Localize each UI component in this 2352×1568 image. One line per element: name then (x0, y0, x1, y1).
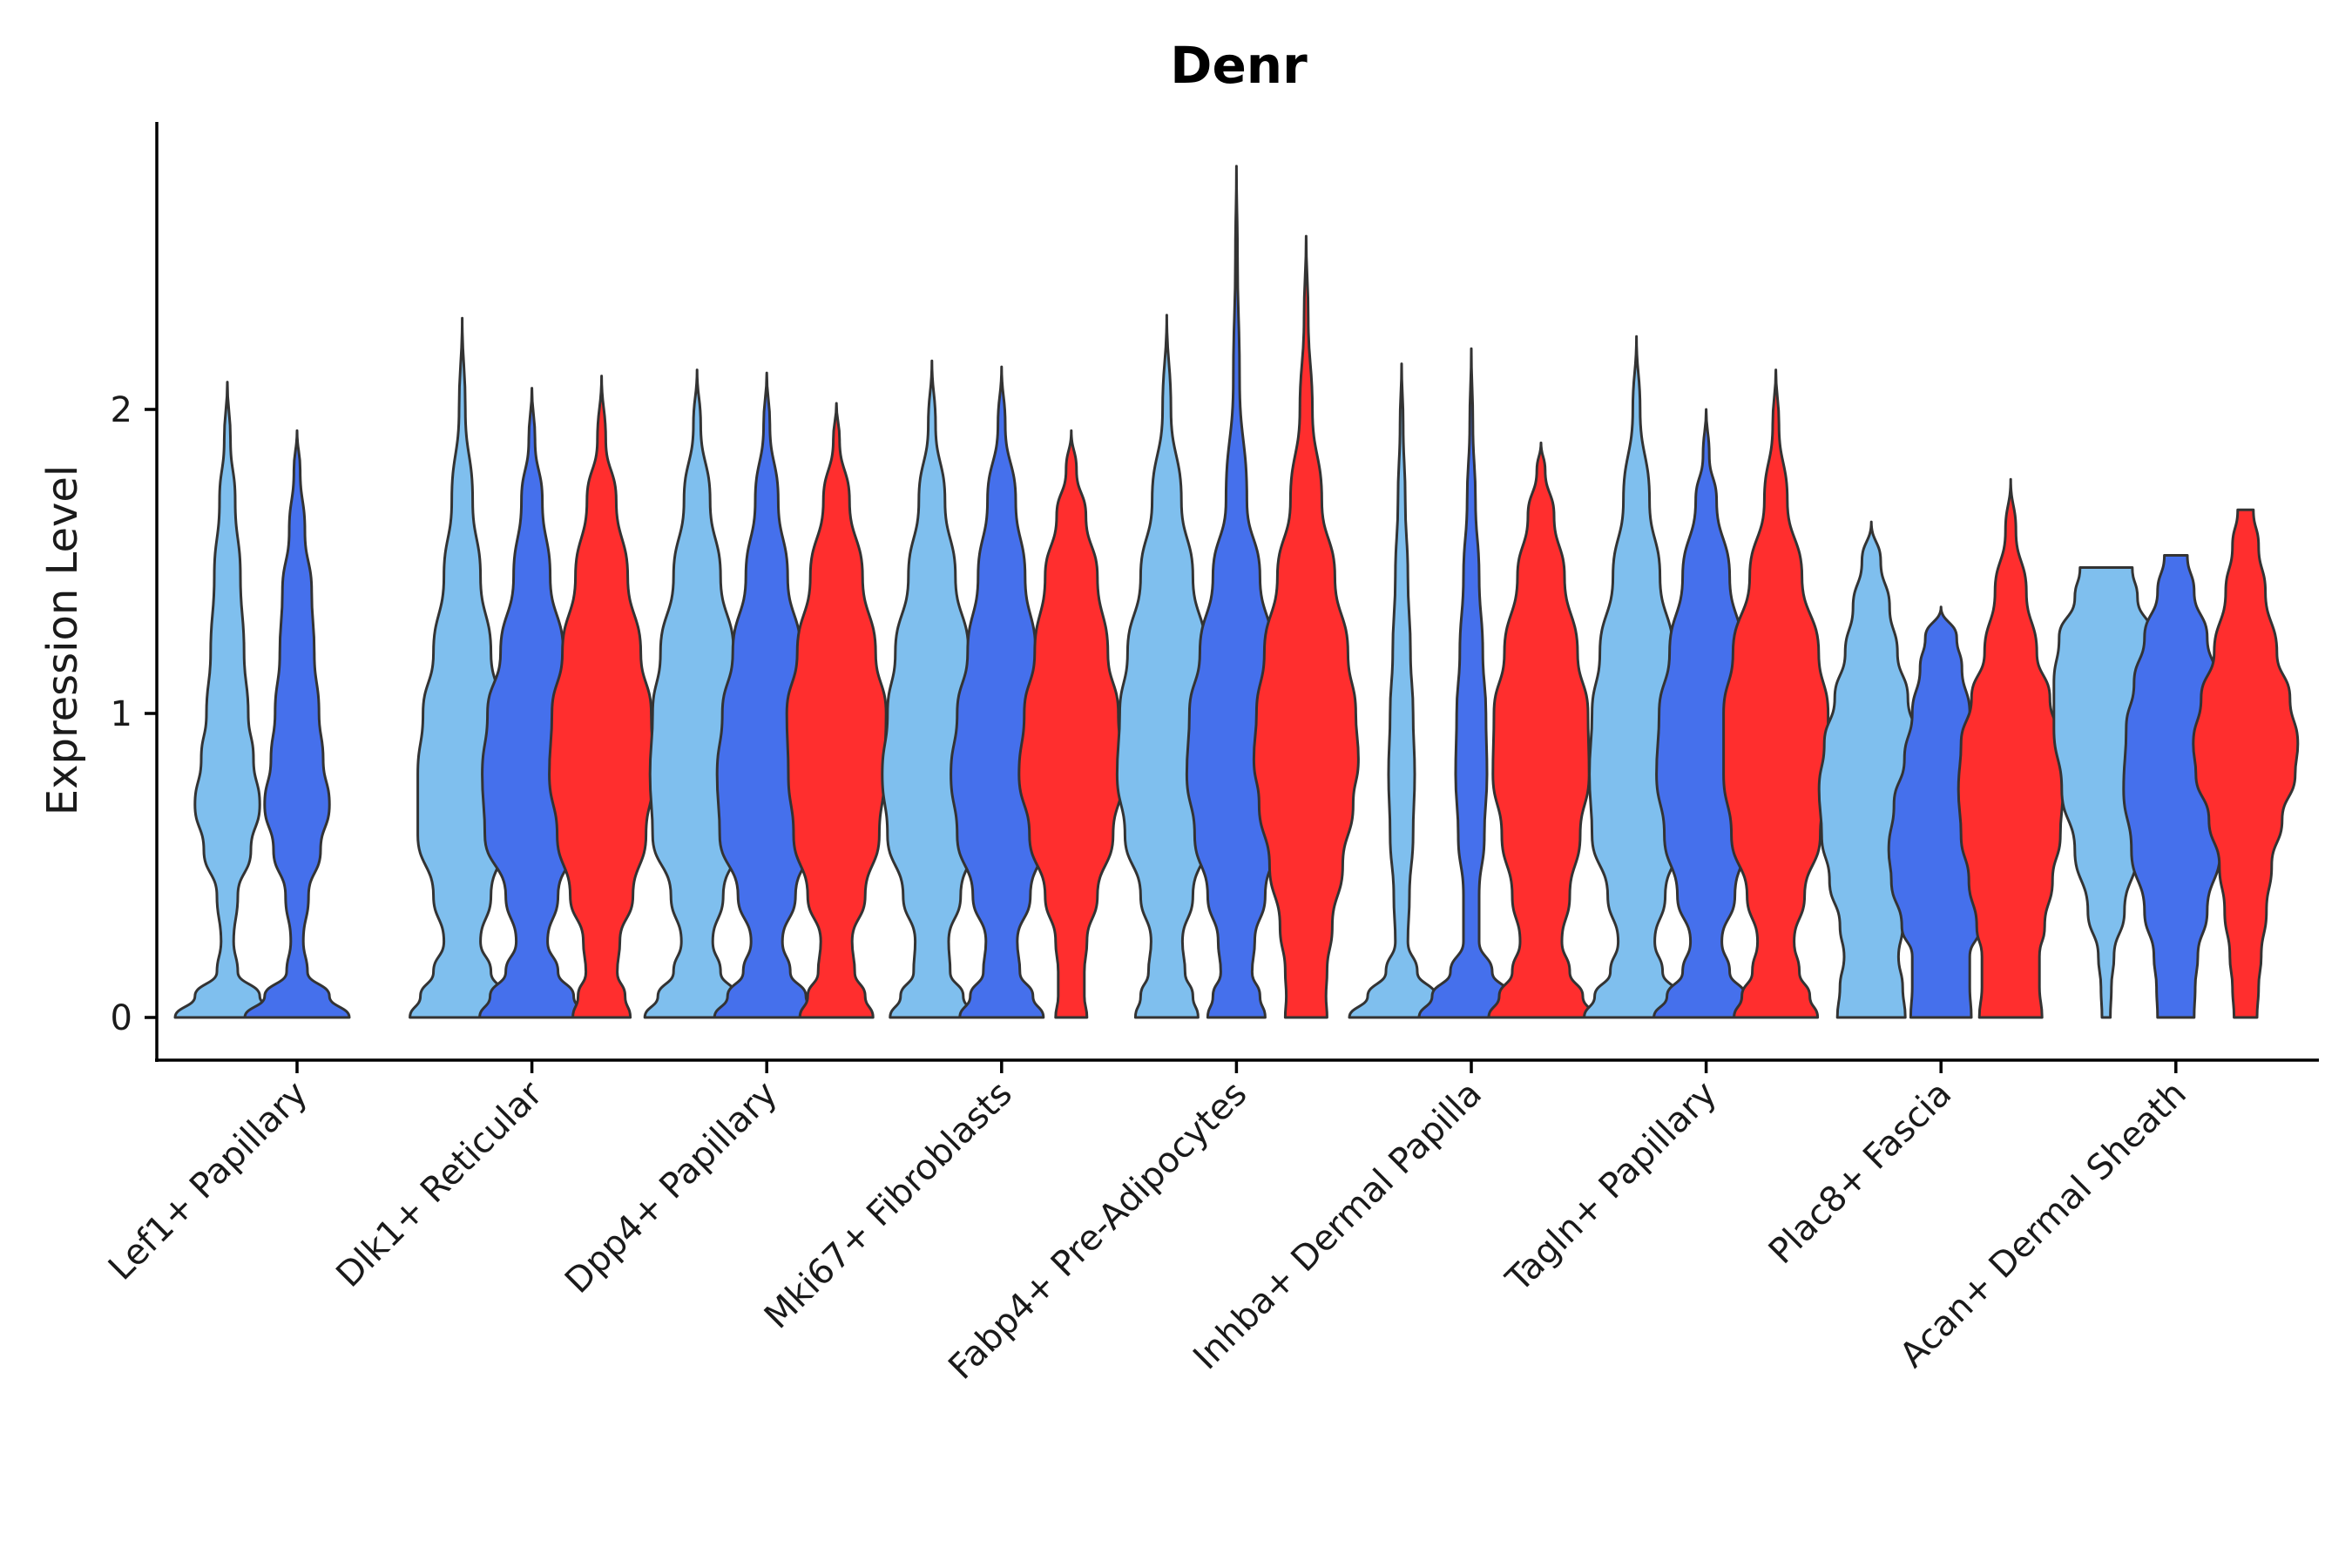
x-tick-label: Tagln+ Papillary (1498, 1074, 1725, 1301)
x-tick-label: Lef1+ Papillary (101, 1074, 315, 1288)
violin-layer (173, 165, 2300, 1019)
violin-2-group-3 (548, 375, 656, 1019)
violin-4-group-3 (1017, 429, 1125, 1019)
violin-3-group-2 (713, 371, 821, 1019)
violin-7-group-2 (1652, 408, 1761, 1019)
x-tick-label: Dlk1+ Reticular (328, 1073, 551, 1295)
x-tick-label: Mki67+ Fibroblasts (757, 1074, 1020, 1337)
violin-2-group-2 (478, 387, 586, 1019)
x-ticks: Lef1+ Papillary Dlk1+ Reticular Dpp4+ Papi… (101, 1060, 2194, 1388)
violin-6-group-2 (1417, 347, 1525, 1019)
y-tick-label: 1 (111, 694, 132, 734)
y-ticks: 0 1 2 (111, 390, 157, 1038)
chart-title: Denr (1170, 36, 1308, 95)
violin-3-group-3 (785, 402, 888, 1019)
violin-1-group-1 (173, 381, 281, 1019)
violin-6-group-1 (1348, 362, 1456, 1019)
violin-9-group-2 (2122, 554, 2230, 1019)
violin-5-group-2 (1185, 165, 1288, 1019)
y-tick-label: 2 (111, 390, 132, 430)
violin-9-group-1 (2052, 566, 2160, 1019)
violin-1-group-2 (243, 429, 351, 1019)
x-tick-label: Plac8+ Fascia (1761, 1074, 1960, 1273)
violin-6-group-3 (1487, 441, 1595, 1019)
violin-7-group-3 (1722, 368, 1830, 1019)
y-tick-label: 0 (111, 998, 132, 1038)
violin-4-group-2 (950, 365, 1054, 1019)
violin-9-group-3 (2192, 508, 2300, 1019)
violin-8-group-3 (1957, 477, 2065, 1019)
violin-5-group-3 (1252, 234, 1360, 1019)
x-tick-label: Dpp4+ Papillary (558, 1074, 785, 1301)
y-axis-label: Expression Level (38, 465, 87, 816)
